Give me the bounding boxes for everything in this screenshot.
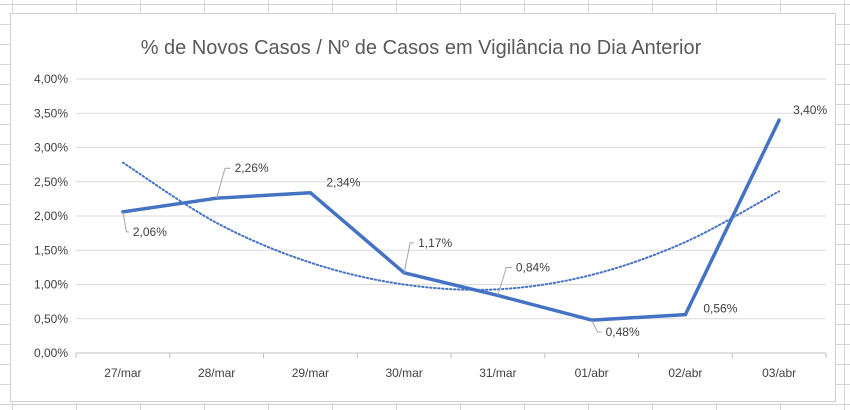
series-line[interactable] [121,118,781,322]
trendline [121,161,781,291]
x-tick-label: 30/mar [385,366,422,380]
x-tick-label: 29/mar [292,366,329,380]
y-tick-label: 2,00% [34,209,68,223]
data-label-leader [497,266,512,296]
data-label: 0,48% [606,325,640,339]
data-label: 1,17% [418,236,452,250]
x-tick-label: 28/mar [198,366,235,380]
y-tick-label: 1,00% [34,278,68,292]
data-label: 0,84% [516,260,550,274]
data-label: 0,56% [703,302,737,316]
x-tick-label: 27/mar [104,366,141,380]
y-tick-label: 0,50% [34,312,68,326]
y-tick-label: 3,00% [34,141,68,155]
data-label-leader [591,319,602,333]
data-label: 2,26% [235,161,269,175]
x-tick-label: 01/abr [575,366,609,380]
y-tick-label: 3,50% [34,106,68,120]
data-label-leader [403,242,415,273]
chart-title: % de Novos Casos / Nº de Casos em Vigilâ… [141,37,702,59]
data-label-leader [216,167,231,199]
data-label: 2,34% [326,176,360,190]
y-tick-label: 2,50% [34,175,68,189]
x-tick-label: 02/abr [668,366,702,380]
x-tick-label: 31/mar [479,366,516,380]
y-tick-label: 0,00% [34,346,68,360]
y-tick-label: 4,00% [34,72,68,86]
y-tick-label: 1,50% [34,243,68,257]
data-label: 2,06% [133,225,167,239]
data-label-leader [122,211,129,233]
chart-area[interactable]: % de Novos Casos / Nº de Casos em Vigilâ… [10,13,836,402]
line-chart: % de Novos Casos / Nº de Casos em Vigilâ… [34,37,828,380]
x-tick-label: 03/abr [762,366,796,380]
data-label: 3,40% [793,103,827,117]
